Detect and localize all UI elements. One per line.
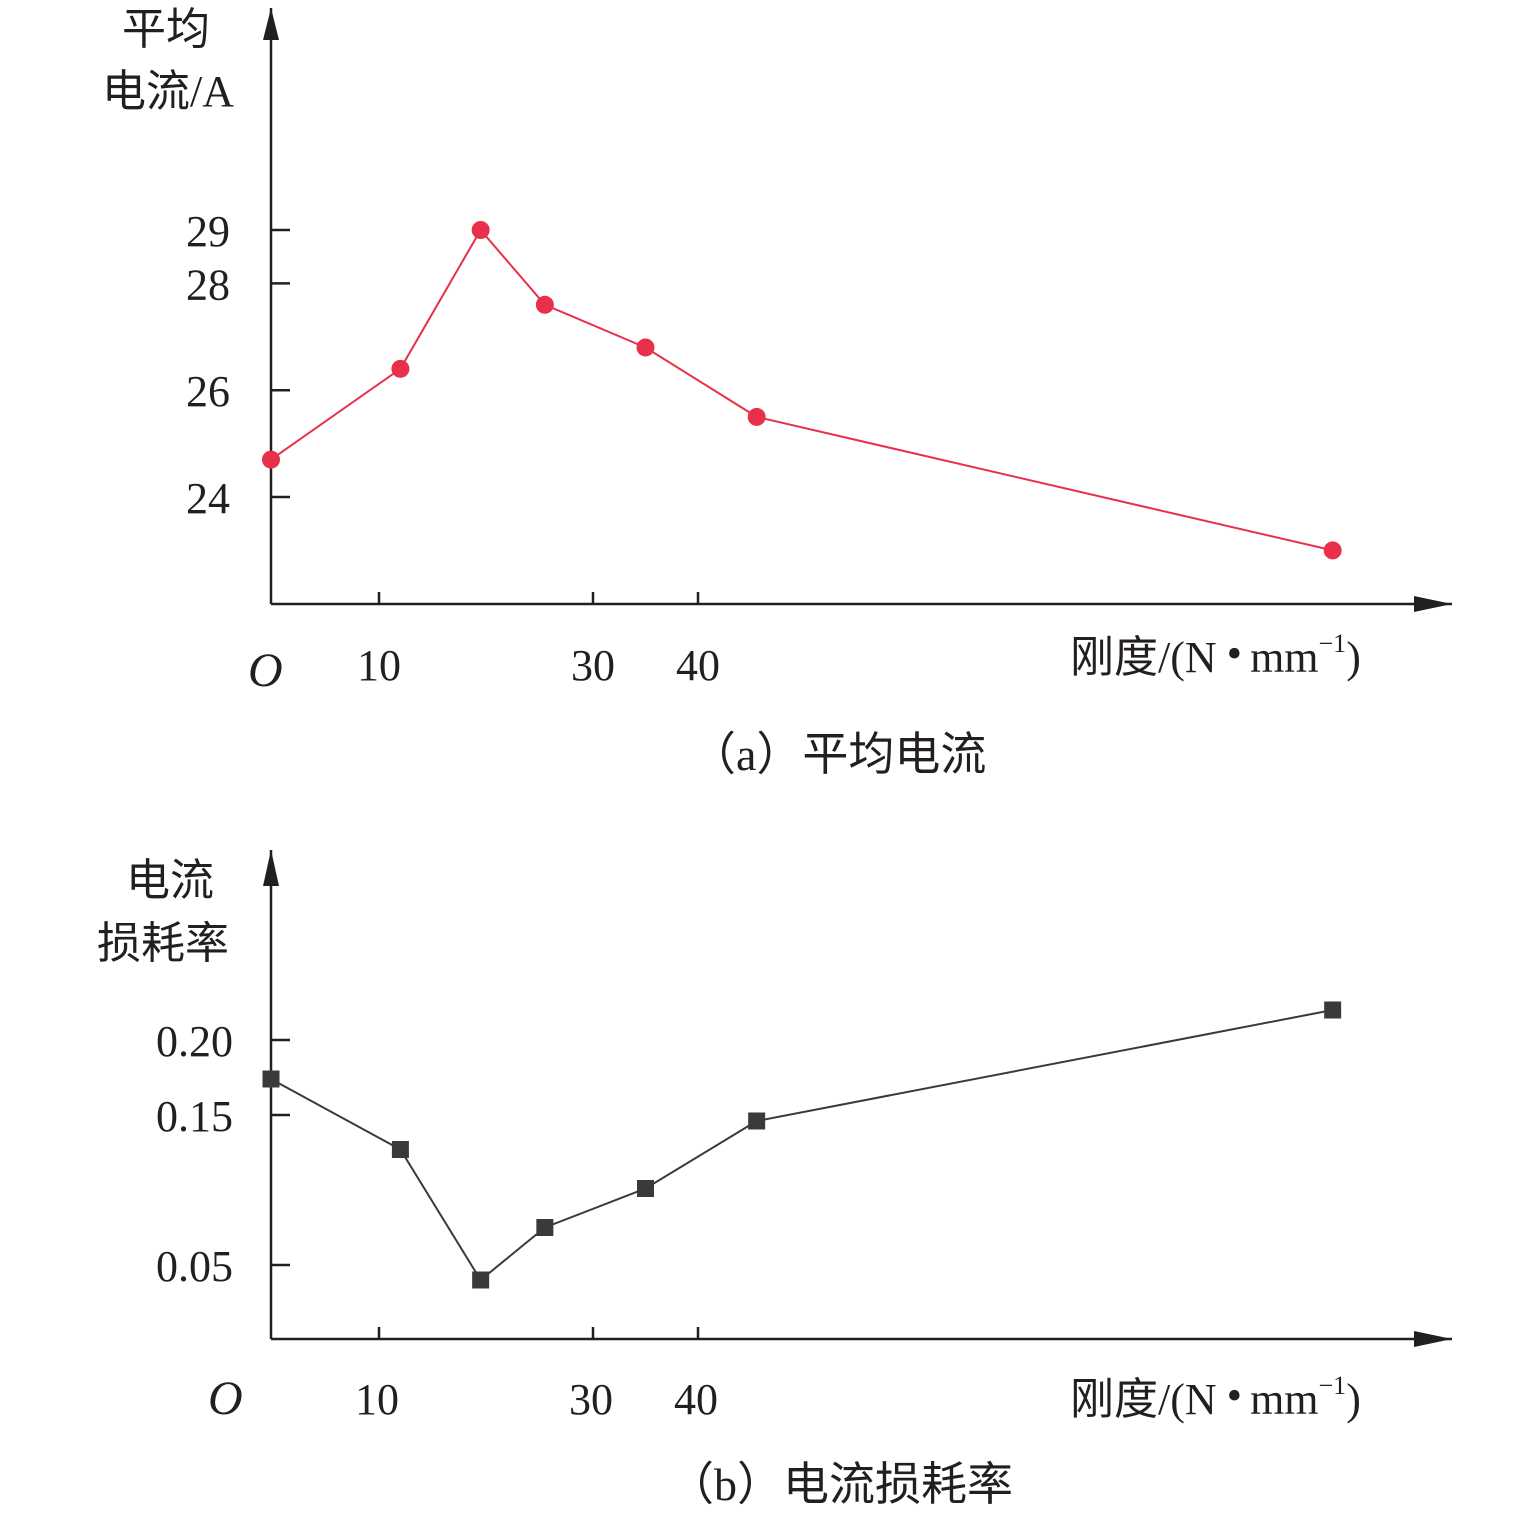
chart-a-series	[262, 221, 1342, 560]
chart-b-ylabel-line1: 电流	[126, 856, 214, 905]
chart-b-y-arrow	[263, 850, 279, 886]
chart-a-xlabel-close: )	[1346, 633, 1361, 682]
chart-a-data-point	[262, 450, 280, 469]
chart-a-y-arrow	[263, 8, 279, 40]
chart-a-caption: （a）平均电流	[690, 729, 986, 780]
chart-a-xlabel-main: 刚度/(N	[1070, 633, 1217, 682]
chart-b-xlabel: 刚度/(N • mm−1)	[1070, 1371, 1361, 1424]
chart-a-xlabel-unit: mm	[1250, 633, 1318, 682]
chart-a-ylabel-line2: 电流/A	[102, 67, 234, 116]
chart-b-x-tick-label: 40	[674, 1375, 718, 1424]
chart-b-xlabel-exp: −1	[1319, 1371, 1347, 1400]
chart-b-origin: O	[208, 1372, 243, 1425]
chart-b-y-tick-label: 0.20	[156, 1017, 233, 1066]
chart-b-xlabel-dot: •	[1227, 1371, 1242, 1420]
chart-b-y-ticks: 0.05 0.15 0.20	[156, 1017, 290, 1291]
chart-a-x-tick-label: 10	[357, 641, 401, 690]
chart-b-x-tick-label: 30	[569, 1375, 613, 1424]
chart-b-xlabel-unit: mm	[1250, 1375, 1318, 1424]
chart-b-series	[262, 1001, 1342, 1289]
chart-a-x-arrow	[1414, 596, 1452, 612]
chart-a-data-point	[471, 221, 490, 239]
chart-a-x-tick-label: 30	[571, 641, 615, 690]
chart-a-ylabel-line1: 平均	[122, 5, 210, 54]
chart-a-y-tick-label: 29	[186, 207, 230, 256]
chart-b-data-point	[391, 1141, 409, 1158]
chart-a-x-tick-label: 40	[676, 641, 720, 690]
chart-a-data-point	[1323, 541, 1342, 560]
chart-a-data-point	[391, 359, 410, 378]
chart-a-y-tick-label: 26	[186, 367, 230, 416]
chart-a-origin: O	[248, 644, 283, 697]
chart-b-xlabel-close: )	[1346, 1375, 1361, 1424]
chart-b-xlabel-main: 刚度/(N	[1070, 1375, 1217, 1424]
chart-b-y-tick-label: 0.05	[156, 1242, 233, 1291]
chart-a-data-point	[636, 338, 655, 357]
chart-b-caption: （b）电流损耗率	[668, 1459, 1013, 1510]
chart-a-xlabel-dot: •	[1227, 629, 1242, 678]
chart-a-series-line	[270, 228, 1333, 552]
chart-a-xlabel: 刚度/(N • mm−1)	[1070, 629, 1361, 682]
chart-a-x-ticks: 10 30 40	[357, 592, 720, 690]
chart-b-x-arrow	[1414, 1331, 1452, 1347]
chart-b-ylabel-line2: 损耗率	[97, 919, 229, 968]
chart-b-data-point	[262, 1070, 280, 1088]
chart-b-data-point	[472, 1271, 490, 1289]
chart-a-data-point	[747, 407, 766, 426]
chart-b-y-tick-label: 0.15	[156, 1092, 233, 1141]
chart-a-xlabel-exp: −1	[1319, 629, 1347, 658]
chart-b-data-point	[536, 1219, 554, 1236]
chart-b-data-point	[637, 1180, 654, 1197]
chart-b-data-point	[1324, 1001, 1342, 1019]
chart-b: 电流 损耗率 刚度/(N • mm−1) O 10 30 40 0.05 0.15 0.20…	[97, 850, 1452, 1510]
chart-b-x-tick-label: 10	[355, 1375, 399, 1424]
chart-a-y-tick-label: 28	[186, 260, 230, 309]
chart-b-data-point	[748, 1112, 766, 1130]
chart-a-data-point	[535, 295, 554, 314]
chart-b-series-line	[270, 1009, 1333, 1282]
chart-a-y-tick-label: 24	[186, 474, 230, 523]
chart-b-x-ticks: 10 30 40	[355, 1327, 718, 1424]
